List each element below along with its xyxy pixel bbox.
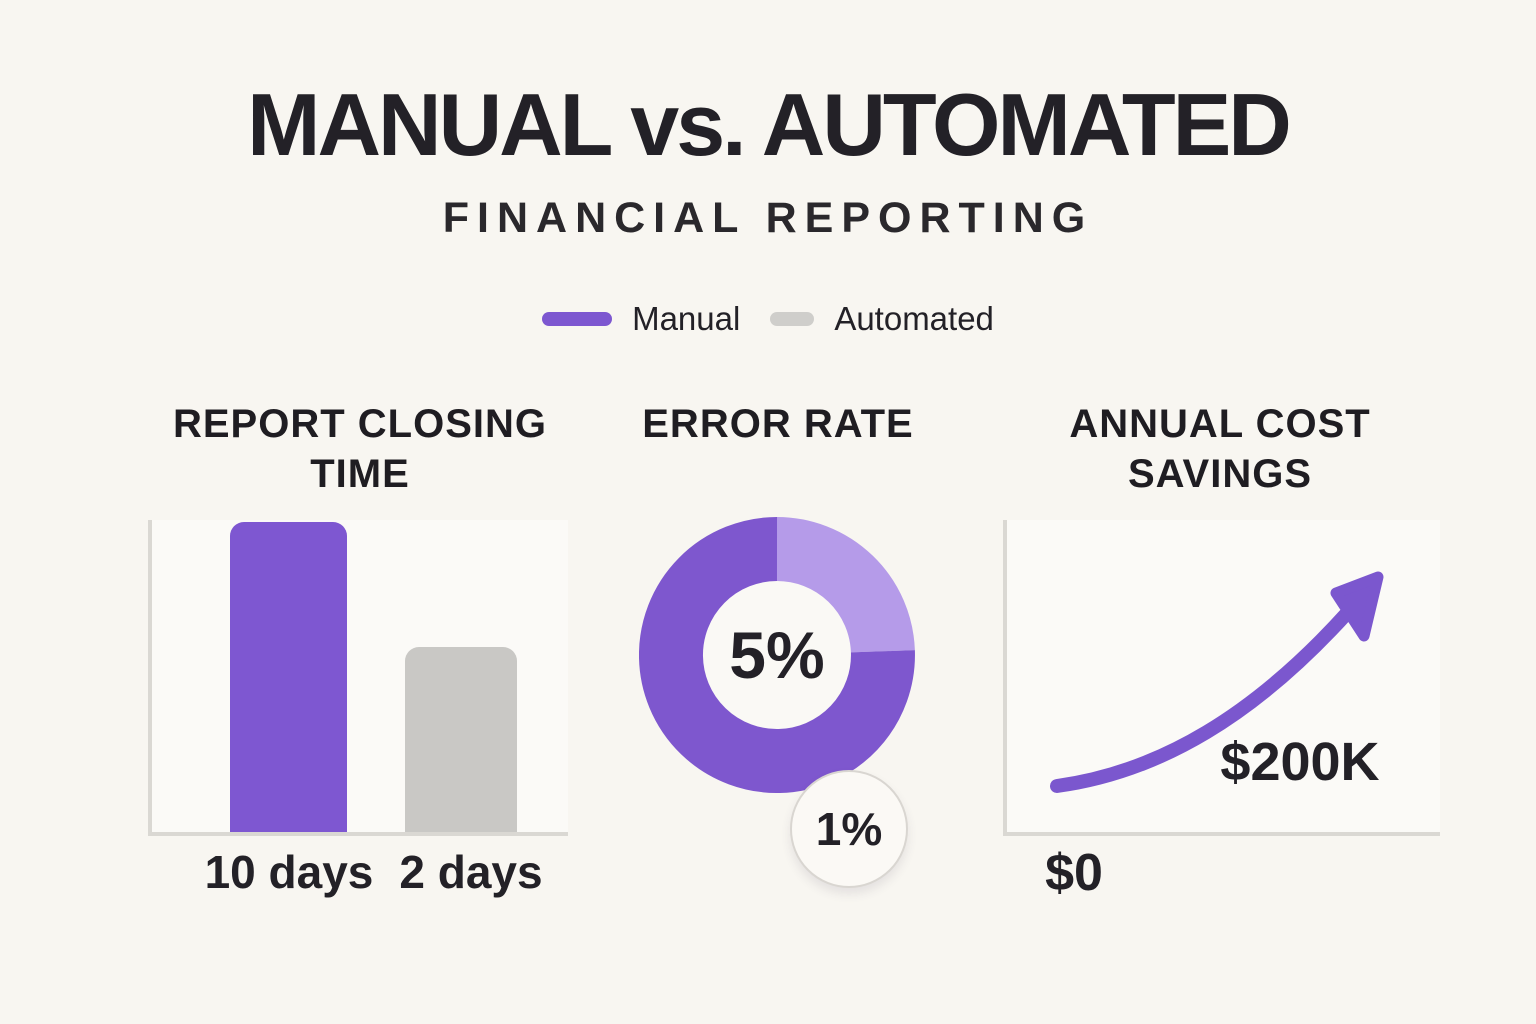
- savings-trend-arrow: [1050, 571, 1384, 793]
- donut-hole: [677, 555, 877, 755]
- heading-line: SAVINGS: [1127, 452, 1313, 496]
- panel-heading-error-rate: ERROR RATE: [528, 399, 1028, 449]
- trend-curve: [1050, 605, 1355, 793]
- error-rate-donut-chart: [639, 517, 915, 793]
- donut-manual-segment: [639, 517, 915, 793]
- page-title: MANUAL vs. AUTOMATED: [247, 75, 1292, 174]
- heading-line: ANNUAL COST: [1069, 402, 1371, 446]
- savings-chart-y-axis: [1003, 520, 1007, 836]
- automated-bar-value-label: 2 days: [399, 846, 543, 898]
- legend-item-automated: Automated: [770, 300, 994, 338]
- savings-end-value: $200K: [1220, 732, 1380, 792]
- legend-item-manual: Manual: [542, 300, 740, 338]
- heading-line: REPORT CLOSING: [172, 402, 548, 446]
- heading-line: TIME: [310, 452, 410, 496]
- manual-swatch-icon: [542, 312, 613, 326]
- manual-error-rate-value: 5%: [729, 618, 825, 692]
- page-subtitle: FINANCIAL REPORTING: [442, 194, 1094, 242]
- savings-start-value: $0: [1045, 844, 1103, 902]
- legend: Manual Automated: [0, 300, 1536, 338]
- panel-heading-annual-cost-savings: ANNUAL COST SAVINGS: [970, 399, 1470, 499]
- automated-swatch-icon: [770, 312, 815, 326]
- arrowhead-icon: [1330, 571, 1384, 642]
- savings-chart-x-axis: [1003, 832, 1440, 836]
- automated-bar: [405, 647, 517, 832]
- manual-bar: [230, 522, 347, 832]
- legend-label-manual: Manual: [632, 300, 741, 337]
- bar-chart-y-axis: [148, 520, 152, 836]
- heading-line: ERROR RATE: [642, 402, 914, 446]
- panel-heading-report-closing-time: REPORT CLOSING TIME: [110, 399, 610, 499]
- bar-chart-x-axis: [148, 832, 568, 836]
- legend-label-automated: Automated: [834, 300, 994, 337]
- donut-automated-segment: [775, 517, 915, 654]
- automated-error-rate-badge: 1%: [790, 770, 908, 888]
- manual-bar-value-label: 10 days: [204, 846, 374, 898]
